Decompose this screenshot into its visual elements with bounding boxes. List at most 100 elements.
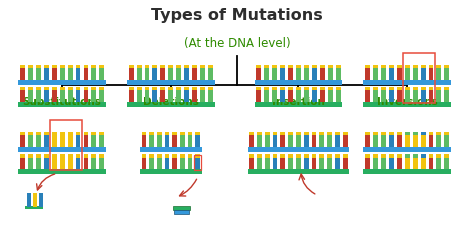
Bar	[100, 87, 104, 102]
Text: Insertion: Insertion	[272, 97, 325, 107]
Bar	[255, 102, 342, 107]
Bar	[142, 132, 146, 147]
Bar	[188, 154, 192, 158]
Bar	[60, 154, 64, 169]
Bar	[389, 87, 394, 90]
Bar	[311, 154, 317, 158]
Bar	[75, 154, 81, 169]
Bar	[145, 65, 149, 68]
Bar	[127, 102, 215, 107]
Bar	[60, 132, 64, 147]
Bar	[280, 87, 285, 90]
Bar	[200, 65, 205, 68]
Bar	[128, 87, 134, 90]
Bar	[140, 169, 201, 175]
Bar	[328, 65, 333, 80]
Bar	[20, 154, 25, 158]
Bar	[176, 87, 181, 90]
Bar	[128, 87, 134, 102]
Bar	[335, 132, 340, 147]
Bar	[281, 132, 285, 135]
Bar	[311, 132, 317, 135]
Bar	[373, 87, 378, 102]
Bar	[145, 65, 149, 80]
Bar	[75, 132, 81, 135]
Bar	[91, 65, 96, 68]
Bar	[389, 154, 394, 158]
Bar	[445, 65, 449, 80]
Bar	[364, 80, 451, 85]
Bar	[142, 132, 146, 135]
Bar	[142, 154, 146, 158]
Bar	[188, 154, 192, 169]
Bar	[437, 87, 441, 102]
Bar	[91, 132, 96, 135]
Bar	[20, 154, 25, 169]
Text: (At the DNA level): (At the DNA level)	[184, 37, 290, 50]
Bar	[60, 65, 64, 80]
Bar	[100, 154, 104, 158]
Bar	[60, 87, 64, 90]
Bar	[153, 65, 157, 68]
Text: Deletions: Deletions	[143, 97, 199, 107]
Bar	[405, 132, 410, 135]
Bar	[320, 87, 325, 102]
Bar	[153, 87, 157, 102]
Bar	[60, 154, 64, 158]
Bar	[320, 65, 325, 80]
Bar	[320, 87, 325, 90]
Bar	[153, 87, 157, 90]
Bar	[249, 154, 254, 158]
Bar	[137, 65, 142, 68]
Bar	[304, 65, 309, 80]
Bar	[381, 132, 386, 147]
Bar	[405, 87, 410, 90]
Bar	[428, 87, 433, 90]
Bar	[164, 132, 169, 147]
Bar	[428, 154, 433, 158]
Bar	[343, 154, 348, 169]
Bar	[288, 154, 293, 169]
Bar	[273, 154, 277, 169]
Bar	[288, 132, 293, 135]
Bar	[44, 87, 49, 102]
Bar	[36, 132, 41, 135]
Bar	[381, 65, 386, 68]
Bar	[192, 87, 197, 102]
Bar	[364, 169, 451, 175]
Bar	[257, 132, 262, 147]
Bar	[296, 154, 301, 158]
Bar	[195, 132, 200, 147]
Bar	[172, 154, 177, 158]
Bar	[304, 132, 309, 147]
Bar	[420, 87, 426, 90]
Bar	[60, 87, 64, 102]
Bar	[52, 154, 57, 169]
Bar	[44, 87, 49, 90]
Bar	[200, 87, 205, 90]
Bar	[194, 155, 201, 171]
Bar	[145, 87, 149, 102]
Bar	[265, 154, 270, 169]
Bar	[437, 154, 441, 158]
Bar	[381, 65, 386, 80]
Bar	[83, 132, 89, 147]
Text: Types of Mutations: Types of Mutations	[151, 8, 323, 23]
Bar	[373, 154, 378, 169]
Bar	[420, 132, 426, 147]
Bar	[164, 154, 169, 158]
Bar	[273, 154, 277, 158]
Bar	[264, 87, 269, 90]
Bar	[437, 87, 441, 90]
Bar	[445, 65, 449, 68]
Bar	[437, 65, 441, 80]
Bar	[265, 132, 270, 147]
Bar	[343, 154, 348, 158]
Bar	[28, 87, 33, 102]
Bar	[304, 87, 309, 90]
Bar	[281, 154, 285, 169]
Bar	[272, 65, 277, 80]
Bar	[100, 87, 104, 90]
Bar	[257, 154, 262, 169]
Bar	[364, 102, 451, 107]
